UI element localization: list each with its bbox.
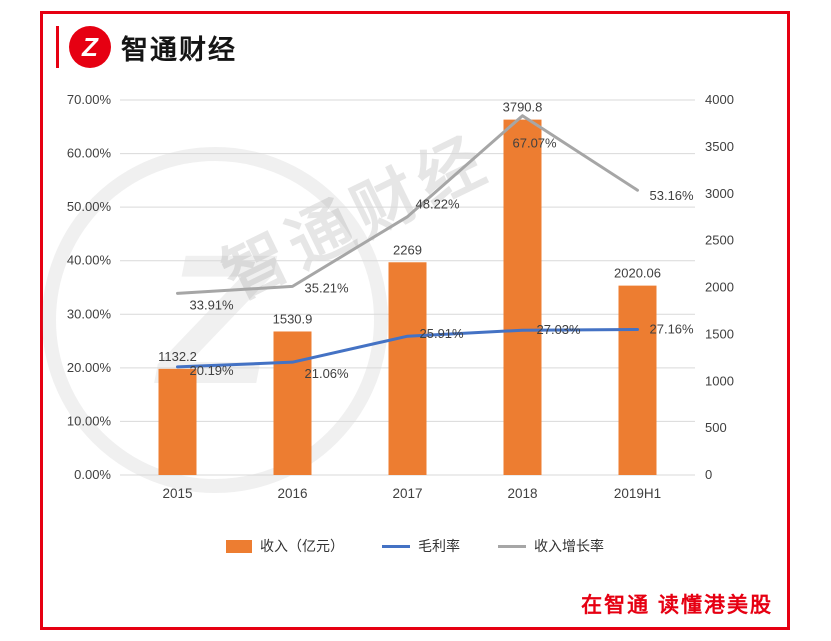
right-axis-tick: 500	[705, 420, 727, 435]
chart-svg: 0.00% 10.00% 20.00% 30.00% 40.00% 50.00% 60.00…	[67, 92, 734, 501]
line-value-label: 35.21%	[305, 280, 350, 295]
revenue-bar	[503, 119, 542, 476]
bar-value-label: 1530.9	[273, 311, 313, 326]
bar-value-labels: 1132.2 1530.9 2269 3790.8 2020.06	[158, 100, 661, 364]
brand-header: Z 智通财经	[56, 26, 237, 68]
legend-label-revenue-growth: 收入增长率	[534, 538, 604, 554]
legend-swatch-gross-margin	[382, 544, 410, 548]
line-value-label: 27.03%	[537, 322, 582, 337]
right-axis-tick: 2000	[705, 280, 734, 295]
line-value-label: 20.19%	[190, 363, 235, 378]
left-axis-tick: 10.00%	[67, 413, 112, 428]
legend-label-revenue: 收入（亿元）	[260, 538, 344, 554]
header-accent-bar	[56, 26, 59, 68]
category-axis-labels: 2015 2016 2017 2018 2019H1	[162, 486, 661, 501]
category-label: 2016	[277, 486, 307, 501]
right-axis-tick: 1500	[705, 326, 734, 341]
category-label: 2015	[162, 486, 192, 501]
right-axis-tick: 4000	[705, 92, 734, 107]
right-axis-tick: 3500	[705, 139, 734, 154]
line-value-label: 33.91%	[190, 297, 235, 312]
chart-area: Z 智通财经 0.00% 10.00% 20.00% 30.00% 40.00% 50.0…	[42, 85, 780, 556]
legend-item-revenue: 收入（亿元）	[226, 536, 344, 556]
legend-swatch-revenue-growth	[498, 544, 526, 548]
bar-value-label: 2269	[393, 242, 422, 257]
category-label: 2018	[507, 486, 537, 501]
tagline: 在智通 读懂港美股	[581, 594, 773, 617]
category-label: 2019H1	[614, 486, 661, 501]
left-axis-tick: 0.00%	[74, 467, 111, 482]
category-label: 2017	[392, 486, 422, 501]
right-axis-labels: 0 500 1000 1500 2000 2500 3000 3500 4000	[705, 92, 734, 482]
left-axis-tick: 20.00%	[67, 360, 112, 375]
revenue-bar	[158, 368, 197, 475]
revenue-growth-line	[176, 114, 639, 295]
line-value-label: 21.06%	[305, 366, 350, 381]
line-value-label: 27.16%	[650, 322, 695, 337]
gross-margin-line-labels: 20.19% 21.06% 25.91% 27.03% 27.16%	[190, 322, 695, 382]
legend-item-gross-margin: 毛利率	[382, 536, 460, 556]
right-axis-tick: 0	[705, 467, 712, 482]
line-value-label: 53.16%	[650, 188, 695, 203]
brand-name: 智通财经	[121, 34, 237, 65]
legend-swatch-revenue	[226, 539, 252, 553]
bar-value-label: 2020.06	[614, 266, 661, 281]
revenue-growth-line-labels: 33.91% 35.21% 48.22% 67.07% 53.16%	[190, 136, 695, 313]
zhitong-logo-icon: Z	[69, 26, 111, 68]
left-axis-tick: 40.00%	[67, 253, 112, 268]
revenue-bar	[273, 331, 312, 475]
right-axis-tick: 1000	[705, 373, 734, 388]
revenue-bar	[618, 285, 657, 475]
right-axis-tick: 2500	[705, 233, 734, 248]
bar-value-label: 1132.2	[158, 349, 197, 364]
logo-glyph: Z	[82, 32, 98, 62]
revenue-bar	[388, 262, 427, 475]
left-axis-tick: 70.00%	[67, 92, 112, 107]
legend-label-gross-margin: 毛利率	[418, 538, 460, 554]
line-value-label: 67.07%	[513, 136, 558, 151]
left-axis-tick: 60.00%	[67, 146, 112, 161]
chart-legend: 收入（亿元） 毛利率 收入增长率	[50, 536, 780, 556]
left-axis-tick: 50.00%	[67, 199, 112, 214]
line-value-label: 48.22%	[416, 197, 461, 212]
revenue-bars	[158, 119, 657, 476]
bar-value-label: 3790.8	[503, 100, 543, 115]
line-value-label: 25.91%	[420, 326, 465, 341]
gross-margin-line	[176, 328, 639, 369]
legend-item-revenue-growth: 收入增长率	[498, 536, 604, 556]
right-axis-tick: 3000	[705, 186, 734, 201]
left-axis-labels: 0.00% 10.00% 20.00% 30.00% 40.00% 50.00% 60.00…	[67, 92, 112, 482]
left-axis-tick: 30.00%	[67, 306, 112, 321]
